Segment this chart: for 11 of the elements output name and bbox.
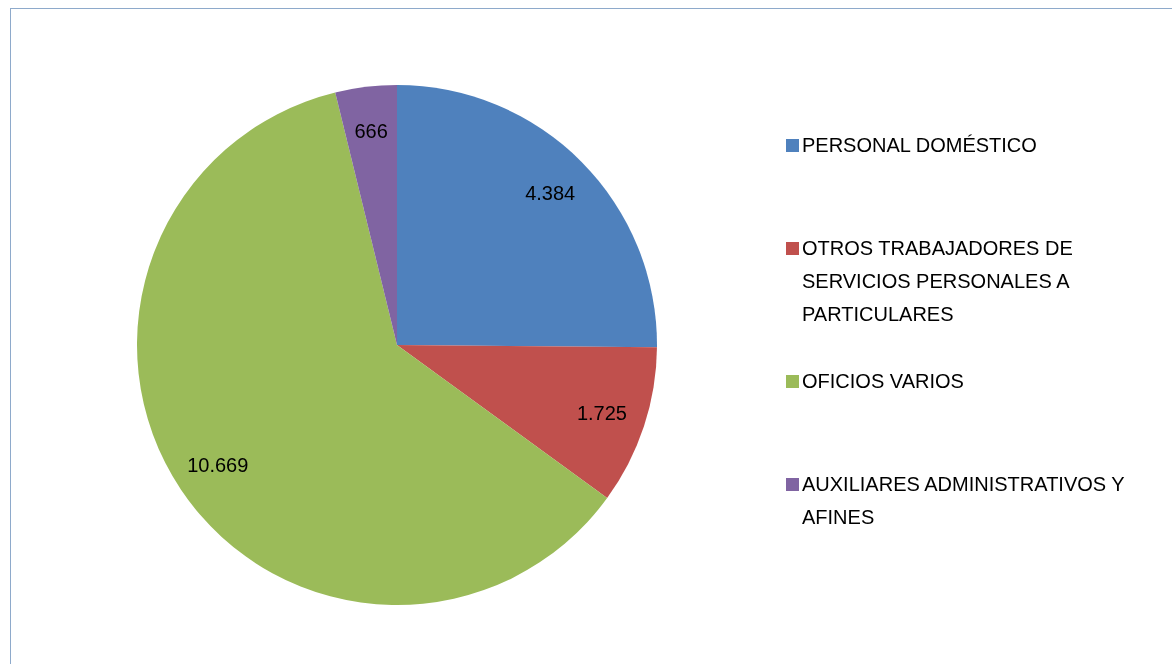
- data-label: 1.725: [576, 401, 627, 424]
- legend-label: OTROS TRABAJADORES DE SERVICIOS PERSONALES A PARTICULARES: [802, 236, 1074, 327]
- legend-label: AUXILIARES ADMINISTRATIVOS Y AFINES: [802, 472, 1126, 530]
- pie-slice: [397, 345, 657, 499]
- data-label: 10.669: [187, 454, 249, 477]
- legend-label: PERSONAL DOMÉSTICO: [802, 133, 1037, 158]
- data-label: 4.384: [525, 182, 576, 205]
- data-label: 666: [354, 119, 388, 142]
- pie-slice: [335, 85, 397, 345]
- legend-label: OFICIOS VARIOS: [802, 369, 964, 394]
- pie-slice: [397, 85, 657, 348]
